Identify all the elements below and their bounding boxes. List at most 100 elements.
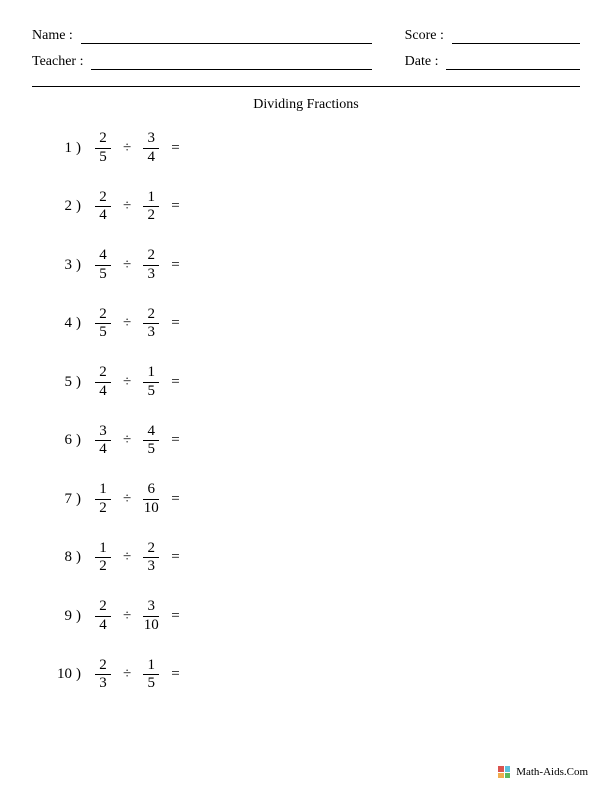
equals-sign: = <box>163 198 179 215</box>
fraction-b: 15 <box>139 365 163 400</box>
equals-sign: = <box>163 140 179 157</box>
fraction-a-numerator: 2 <box>99 190 107 206</box>
fraction-b-numerator: 2 <box>147 307 155 323</box>
fraction-b: 23 <box>139 307 163 342</box>
fraction-a-denominator: 3 <box>99 676 107 692</box>
fraction-b-denominator: 10 <box>144 501 159 517</box>
problem-paren: ) <box>76 549 91 566</box>
problems-list: 1)25÷34=2)24÷12=3)45÷23=4)25÷23=5)24÷15=… <box>32 131 580 692</box>
problem-paren: ) <box>76 374 91 391</box>
problem-row: 9)24÷310= <box>36 599 580 634</box>
fraction-a: 12 <box>91 541 115 576</box>
problem-number: 1 <box>36 140 76 157</box>
date-row: Date : <box>405 54 580 70</box>
problem-paren: ) <box>76 491 91 508</box>
problem-number: 4 <box>36 315 76 332</box>
fraction-b-numerator: 3 <box>147 131 155 147</box>
equals-sign: = <box>163 608 179 625</box>
problem-paren: ) <box>76 608 91 625</box>
fraction-b-numerator: 1 <box>147 365 155 381</box>
date-blank[interactable] <box>446 56 580 70</box>
fraction-a-denominator: 2 <box>99 559 107 575</box>
problem-number: 2 <box>36 198 76 215</box>
division-operator: ÷ <box>115 432 139 449</box>
division-operator: ÷ <box>115 257 139 274</box>
fraction-a: 25 <box>91 307 115 342</box>
fraction-b-denominator: 5 <box>147 676 155 692</box>
problem-paren: ) <box>76 666 91 683</box>
problem-paren: ) <box>76 140 91 157</box>
fraction-a-numerator: 1 <box>99 541 107 557</box>
fraction-a-denominator: 4 <box>99 442 107 458</box>
division-operator: ÷ <box>115 608 139 625</box>
fraction-b-numerator: 4 <box>147 424 155 440</box>
footer-logo-quadrant <box>505 773 511 779</box>
fraction-a-numerator: 2 <box>99 131 107 147</box>
teacher-row: Teacher : <box>32 54 372 70</box>
problem-number: 8 <box>36 549 76 566</box>
fraction-b-numerator: 6 <box>147 482 155 498</box>
problem-row: 1)25÷34= <box>36 131 580 166</box>
score-blank[interactable] <box>452 30 580 44</box>
problem-row: 8)12÷23= <box>36 541 580 576</box>
fraction-b: 12 <box>139 190 163 225</box>
fraction-a: 12 <box>91 482 115 517</box>
footer-logo-icon <box>498 766 510 778</box>
worksheet-page: Name : Teacher : Score : Date : Dividing… <box>0 0 612 792</box>
fraction-b-denominator: 5 <box>147 442 155 458</box>
problem-row: 10)23÷15= <box>36 658 580 693</box>
teacher-blank[interactable] <box>91 56 371 70</box>
equals-sign: = <box>163 315 179 332</box>
division-operator: ÷ <box>115 374 139 391</box>
fraction-a-denominator: 4 <box>99 618 107 634</box>
problem-paren: ) <box>76 198 91 215</box>
division-operator: ÷ <box>115 491 139 508</box>
name-label: Name : <box>32 28 81 44</box>
fraction-a-denominator: 5 <box>99 267 107 283</box>
problem-number: 9 <box>36 608 76 625</box>
fraction-b: 23 <box>139 248 163 283</box>
problem-number: 10 <box>36 666 76 683</box>
problem-paren: ) <box>76 257 91 274</box>
header-left-column: Name : Teacher : <box>32 28 372 80</box>
name-blank[interactable] <box>81 30 372 44</box>
footer-logo-quadrant <box>498 766 504 772</box>
fraction-a-numerator: 2 <box>99 365 107 381</box>
fraction-a: 24 <box>91 365 115 400</box>
problem-paren: ) <box>76 315 91 332</box>
fraction-b: 23 <box>139 541 163 576</box>
equals-sign: = <box>163 374 179 391</box>
fraction-b-denominator: 2 <box>147 208 155 224</box>
header: Name : Teacher : Score : Date : <box>32 28 580 80</box>
fraction-a-denominator: 4 <box>99 208 107 224</box>
date-label: Date : <box>405 54 447 70</box>
fraction-a-numerator: 3 <box>99 424 107 440</box>
equals-sign: = <box>163 257 179 274</box>
header-rule <box>32 86 580 87</box>
fraction-b-denominator: 4 <box>147 150 155 166</box>
division-operator: ÷ <box>115 315 139 332</box>
fraction-a: 45 <box>91 248 115 283</box>
fraction-a-denominator: 5 <box>99 325 107 341</box>
fraction-a-numerator: 4 <box>99 248 107 264</box>
fraction-b-numerator: 2 <box>147 248 155 264</box>
fraction-b-denominator: 5 <box>147 384 155 400</box>
equals-sign: = <box>163 432 179 449</box>
fraction-a-denominator: 4 <box>99 384 107 400</box>
problem-row: 6)34÷45= <box>36 424 580 459</box>
fraction-b-denominator: 3 <box>147 267 155 283</box>
fraction-a-numerator: 1 <box>99 482 107 498</box>
equals-sign: = <box>163 666 179 683</box>
division-operator: ÷ <box>115 198 139 215</box>
equals-sign: = <box>163 491 179 508</box>
worksheet-title: Dividing Fractions <box>32 97 580 113</box>
problem-number: 5 <box>36 374 76 391</box>
footer-logo-quadrant <box>505 766 511 772</box>
fraction-a-numerator: 2 <box>99 599 107 615</box>
division-operator: ÷ <box>115 666 139 683</box>
fraction-b: 45 <box>139 424 163 459</box>
fraction-a-denominator: 5 <box>99 150 107 166</box>
fraction-b-numerator: 1 <box>147 658 155 674</box>
problem-number: 3 <box>36 257 76 274</box>
problem-paren: ) <box>76 432 91 449</box>
